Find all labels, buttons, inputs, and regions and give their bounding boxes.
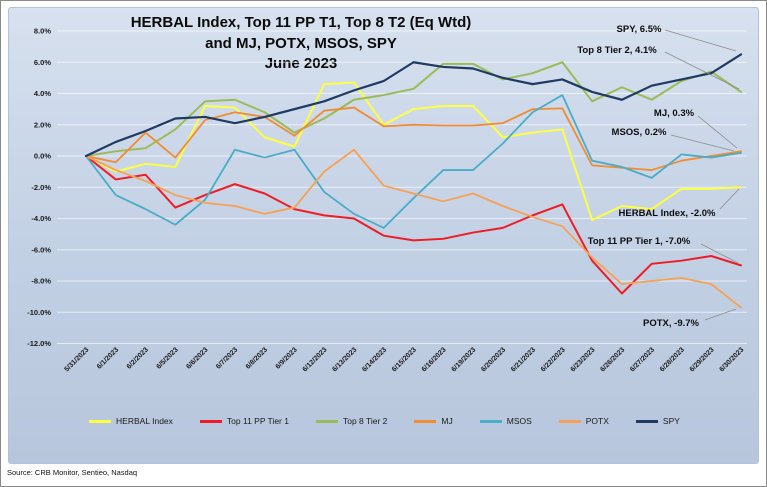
legend-swatch-msos [479,419,502,423]
chart-title: HERBAL Index, Top 11 PP T1, Top 8 T2 (Eq… [96,13,506,75]
source-note: Source: CRB Monitor, Sentieo, Nasdaq [7,468,138,477]
y-axis-label: 8.0% [34,27,51,36]
legend-label-mj: MJ [441,416,453,426]
y-axis-label: -10.0% [27,308,51,317]
x-axis-label: 6/23/2023 [570,346,597,373]
x-axis-label: 6/27/2023 [629,346,656,373]
series-line-potx [85,148,742,309]
annotation-leader-line [704,308,737,321]
series-line-mj [85,106,742,171]
legend-label-msos: MSOS [506,416,532,426]
legend-swatch-herbal-index [89,419,112,423]
chart-annotation-herbal-index: HERBAL Index, -2.0% [619,208,717,219]
x-axis-label: 6/29/2023 [689,346,716,373]
legend-swatch-potx [558,419,581,423]
legend-item-mj: MJ [414,416,453,426]
chart-title-line3: June 2023 [264,55,338,73]
x-axis-label: 6/9/2023 [275,346,299,370]
x-axis-label: 6/19/2023 [450,346,477,373]
annotation-leader-line [664,29,737,52]
x-axis-label: 6/20/2023 [480,346,507,373]
series-line-top-8-tier-2 [85,61,742,157]
legend-item-top-8-tier-2: Top 8 Tier 2 [315,416,388,426]
y-axis-label: -12.0% [27,339,51,348]
x-axis-label: 6/28/2023 [659,346,686,373]
annotation-leader-line [719,188,740,210]
x-axis-label: 6/15/2023 [391,346,418,373]
chart-annotation-spy: SPY, 6.5% [617,24,662,35]
legend-swatch-spy [635,419,658,423]
chart-legend: HERBAL Index Top 11 PP Tier 1 Top 8 Tier 2… [11,416,758,426]
legend-swatch-mj [414,419,437,423]
chart-annotation-mj: MJ, 0.3% [654,108,695,119]
y-axis-label: -4.0% [31,214,51,223]
x-axis-label: 6/13/2023 [331,346,358,373]
x-axis-label: 6/16/2023 [421,346,448,373]
y-axis-label: 6.0% [34,58,51,67]
x-axis-label: 6/26/2023 [599,346,626,373]
annotation-leader-line [700,243,739,264]
x-axis-label: 6/2/2023 [126,346,150,370]
annotation-leader-line [670,134,735,152]
x-axis-label: 6/30/2023 [718,346,745,373]
series-line-msos [85,94,742,229]
x-axis-label: 6/5/2023 [156,346,180,370]
series-line-herbal-index [85,81,742,222]
series-line-top-11-pp-tier-1 [85,155,742,295]
y-axis-label: 0.0% [34,152,51,161]
chart-title-line1: HERBAL Index, Top 11 PP T1, Top 8 T2 (Eq… [130,14,472,31]
legend-swatch-top-11-pp-tier-1 [199,419,222,423]
y-axis-label: 4.0% [34,89,51,98]
y-axis-label: -6.0% [31,245,51,254]
legend-item-herbal-index: HERBAL Index [89,416,173,426]
chart-annotation-potx: POTX, -9.7% [643,318,700,329]
x-axis-label: 6/1/2023 [96,346,120,370]
x-axis-label: 6/12/2023 [302,346,329,373]
annotation-leader-line [664,51,740,90]
chart-annotation-msos: MSOS, 0.2% [612,127,667,138]
y-axis-label: 2.0% [34,120,51,129]
chart-title-line2: and MJ, POTX, MSOS, SPY [205,34,397,52]
x-axis-label: 6/21/2023 [510,346,537,373]
legend-item-potx: POTX [558,416,609,426]
x-axis-label: 6/7/2023 [215,346,239,370]
legend-item-msos: MSOS [479,416,532,426]
legend-swatch-top-8-tier-2 [315,419,338,423]
legend-item-top-11-pp-tier-1: Top 11 PP Tier 1 [199,416,289,426]
legend-label-herbal-index: HERBAL Index [116,416,173,426]
chart-annotation-top-11-pp-tier-1: Top 11 PP Tier 1, -7.0% [588,236,691,247]
x-axis-label: 6/8/2023 [245,346,269,370]
legend-item-spy: SPY [635,416,680,426]
legend-label-top-11-pp-tier-1: Top 11 PP Tier 1 [226,416,289,426]
legend-label-spy: SPY [662,416,680,426]
legend-label-potx: POTX [585,416,609,426]
legend-label-top-8-tier-2: Top 8 Tier 2 [342,416,388,426]
y-axis-label: -2.0% [31,183,51,192]
x-axis-label: 5/31/2023 [63,346,90,373]
y-axis-label: -8.0% [31,277,51,286]
chart-annotation-top-8-tier-2: Top 8 Tier 2, 4.1% [577,45,657,56]
x-axis-label: 6/14/2023 [361,346,388,373]
x-axis-label: 6/6/2023 [185,346,209,370]
annotation-leader-line [697,115,738,149]
x-axis-label: 6/22/2023 [540,346,567,373]
series-line-spy [84,53,743,158]
